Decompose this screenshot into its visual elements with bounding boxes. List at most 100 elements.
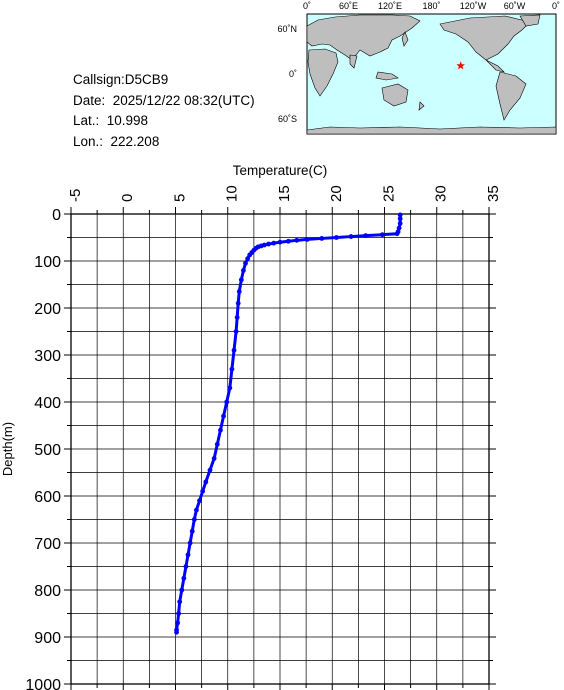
data-point <box>194 507 199 513</box>
data-point <box>334 235 339 240</box>
y-tick-label: 100 <box>34 254 61 271</box>
data-point <box>207 467 213 473</box>
data-point <box>227 385 233 391</box>
x-tick-label: 20 <box>328 185 345 202</box>
data-point <box>175 620 180 626</box>
float-info: Callsign:D5CB9 Date: 2025/12/22 08:32(UT… <box>73 70 255 152</box>
data-point <box>249 250 255 255</box>
x-axis: -5 0 5 10 15 20 25 30 35 <box>67 185 502 690</box>
y-tick-label: 200 <box>34 301 61 318</box>
data-point <box>394 231 400 237</box>
map-lon-label: 60˚W <box>504 1 526 11</box>
y-axis: 0 100 200 300 400 500 600 700 800 900 1000 <box>25 207 496 690</box>
date-label: Date: 2025/12/22 08:32(UTC) <box>73 92 255 108</box>
data-point <box>187 540 193 546</box>
map-lon-label: 0˚ <box>303 1 311 11</box>
x-tick-label: 0 <box>119 194 136 202</box>
data-point <box>176 611 182 616</box>
map-lon-label: 120˚W <box>460 1 487 11</box>
data-point <box>319 236 325 241</box>
location-map: 0˚ 60˚E 120˚E 180˚ 120˚W 60˚W 0˚ 60˚N 0˚ 60˚S <box>277 1 560 135</box>
data-point <box>203 479 209 485</box>
map-lon-label: 60˚E <box>339 1 358 11</box>
map-lon-label: 0˚ <box>552 1 560 11</box>
data-point <box>277 239 283 245</box>
data-point <box>294 237 300 243</box>
map-lat-label: 0˚ <box>289 69 297 79</box>
data-point <box>395 229 401 235</box>
data-point <box>231 347 237 353</box>
data-point <box>304 236 310 242</box>
x-tick-label: 30 <box>433 185 450 202</box>
map-lon-label: 120˚E <box>378 1 402 11</box>
data-point <box>271 240 277 246</box>
data-point <box>397 216 403 222</box>
latitude-label: Lat.: 10.998 <box>73 113 149 128</box>
data-point <box>174 627 179 633</box>
data-point <box>380 232 385 238</box>
data-point <box>241 268 246 273</box>
y-tick-label: 700 <box>34 536 61 553</box>
data-point <box>397 212 403 218</box>
map-lat-label: 60˚S <box>278 114 297 124</box>
data-point <box>397 221 403 226</box>
x-tick-label: 5 <box>171 194 188 202</box>
x-tick-label: 35 <box>485 185 502 202</box>
y-tick-label: 1000 <box>25 677 61 690</box>
y-tick-label: 0 <box>52 207 61 224</box>
x-tick-label: 15 <box>276 185 293 202</box>
data-point <box>243 260 248 266</box>
y-axis-label: Depth(m) <box>0 422 15 476</box>
data-point <box>266 241 271 247</box>
data-point <box>363 233 369 239</box>
x-tick-label: -5 <box>67 189 84 202</box>
callsign-label: Callsign:D5CB9 <box>73 72 169 87</box>
map-land <box>306 14 557 135</box>
data-point <box>235 300 241 306</box>
chart-grid <box>71 214 489 684</box>
data-point <box>285 238 291 244</box>
data-point <box>218 427 223 433</box>
map-lat-labels: 60˚N 0˚ 60˚S <box>277 24 297 124</box>
y-tick-label: 800 <box>34 583 61 600</box>
y-tick-label: 300 <box>34 348 61 365</box>
data-point <box>251 247 257 253</box>
map-lon-labels: 0˚ 60˚E 120˚E 180˚ 120˚W 60˚W 0˚ <box>303 1 560 11</box>
x-axis-label: Temperature(C) <box>233 163 328 178</box>
x-tick-label: 10 <box>224 185 241 202</box>
plot-frame <box>70 213 490 685</box>
map-lat-label: 60˚N <box>277 24 297 34</box>
data-point <box>396 225 402 231</box>
data-point <box>233 329 239 334</box>
data-point <box>197 498 202 504</box>
data-point <box>214 441 220 447</box>
data-point <box>224 399 230 405</box>
map-lon-label: 180˚ <box>422 1 440 11</box>
data-point <box>247 252 253 258</box>
series-line <box>175 214 402 633</box>
data-point <box>177 599 183 605</box>
x-tick-label: 25 <box>380 185 397 202</box>
y-tick-label: 900 <box>34 630 61 647</box>
data-point <box>261 242 267 248</box>
data-point <box>189 528 195 534</box>
y-tick-label: 400 <box>34 395 61 412</box>
data-point <box>348 234 354 239</box>
data-point <box>258 243 264 249</box>
longitude-label: Lon.: 222.208 <box>73 133 160 149</box>
data-point <box>255 244 261 250</box>
data-point <box>200 488 206 494</box>
temperature-series <box>174 212 403 635</box>
data-point <box>245 256 251 262</box>
data-point <box>238 277 244 283</box>
data-point <box>234 315 240 320</box>
data-point <box>181 575 187 581</box>
data-point <box>236 289 242 294</box>
data-point <box>174 629 179 635</box>
data-point <box>191 517 197 522</box>
data-point <box>211 456 217 461</box>
y-tick-label: 600 <box>34 489 61 506</box>
data-point <box>229 366 235 372</box>
data-point <box>221 413 226 419</box>
data-point <box>179 587 185 593</box>
